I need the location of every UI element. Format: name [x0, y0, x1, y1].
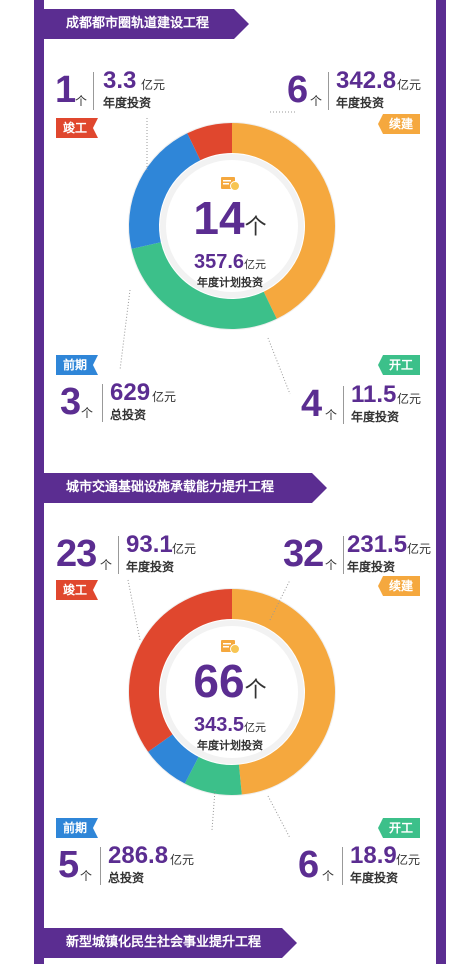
right-border	[436, 0, 446, 964]
stat-amount-unit: 亿元	[396, 853, 421, 867]
divider	[343, 536, 344, 574]
badge-xujian-1: 续建	[378, 114, 420, 134]
stat-amount: 93.1	[126, 531, 173, 558]
divider	[93, 72, 94, 110]
stat-count-unit: 个	[75, 94, 88, 108]
divider	[328, 72, 329, 110]
stat-amount: 342.8	[336, 67, 397, 94]
stat-jungong-1: 1 个 3.3 亿元 年度投资	[55, 68, 175, 112]
stat-amount-unit: 亿元	[170, 853, 195, 867]
stat-xujian-1: 6 个 342.8 亿元 年度投资	[287, 68, 432, 112]
stat-desc: 总投资	[110, 408, 147, 422]
badge-jungong-2: 竣工	[56, 580, 98, 600]
stat-count: 5	[58, 844, 79, 886]
left-border	[34, 0, 44, 964]
stat-amount: 629	[110, 379, 151, 406]
stat-qianqi-1: 3 个 629 亿元 总投资	[60, 380, 190, 424]
stat-amount-unit: 亿元	[397, 78, 422, 92]
stat-jungong-2: 23 个 93.1 亿元 年度投资	[56, 532, 206, 576]
stat-amount-unit: 亿元	[152, 390, 177, 404]
stat-amount: 286.8	[108, 842, 169, 869]
stat-count-unit: 个	[80, 869, 93, 883]
divider	[118, 536, 119, 574]
connector-line	[127, 579, 141, 641]
stat-desc: 年度投资	[351, 410, 400, 424]
stat-count-unit: 个	[100, 558, 113, 572]
donut-center-2: 66个 343.5亿元 年度计划投资	[180, 638, 280, 753]
donut-slice-kaigong	[184, 756, 242, 795]
badge-qianqi-2: 前期	[56, 818, 98, 838]
badge-kaigong-2: 开工	[378, 818, 420, 838]
stat-amount-unit: 亿元	[172, 542, 197, 556]
document-coin-icon	[221, 640, 240, 654]
stat-amount-unit: 亿元	[141, 78, 166, 92]
center-amount: 343.5亿元	[193, 714, 267, 736]
divider	[100, 847, 101, 885]
donut-center-1: 14个 357.6亿元 年度计划投资	[180, 175, 280, 290]
donut-slice-jungong	[187, 123, 233, 161]
stat-amount-unit: 亿元	[407, 542, 432, 556]
center-count: 14个	[193, 192, 267, 244]
connector-line	[269, 579, 291, 621]
section-title-2: 城市交通基础设施承载能力提升工程	[44, 473, 327, 503]
center-label: 年度计划投资	[197, 739, 263, 752]
stat-desc: 年度投资	[336, 96, 385, 110]
stat-amount: 231.5	[347, 531, 408, 558]
badge-kaigong-1: 开工	[378, 355, 420, 375]
stat-count: 6	[287, 69, 308, 111]
stat-amount: 18.9	[350, 842, 397, 869]
stat-count: 32	[283, 533, 324, 575]
stat-desc: 总投资	[108, 871, 145, 885]
stat-count-unit: 个	[325, 408, 338, 422]
section-title-3: 新型城镇化民生社会事业提升工程	[44, 928, 297, 958]
badge-qianqi-1: 前期	[56, 355, 98, 375]
divider	[343, 386, 344, 424]
stat-count: 6	[298, 844, 319, 886]
stat-kaigong-1: 4 个 11.5 亿元 年度投资	[301, 382, 431, 426]
stat-desc: 年度投资	[350, 871, 399, 885]
badge-jungong-1: 竣工	[56, 118, 98, 138]
stat-count: 23	[56, 533, 97, 575]
stat-desc: 年度投资	[126, 560, 175, 574]
stat-amount: 3.3	[103, 67, 137, 94]
stat-amount-unit: 亿元	[397, 392, 422, 406]
section-title-1: 成都都市圈轨道建设工程	[44, 9, 249, 39]
divider	[102, 384, 103, 422]
connector-line	[119, 289, 131, 371]
stat-count-unit: 个	[325, 558, 338, 572]
center-count: 66个	[193, 655, 267, 707]
stat-count: 1	[55, 69, 76, 111]
center-label: 年度计划投资	[197, 276, 263, 289]
stat-count-unit: 个	[81, 406, 94, 420]
stat-count: 3	[60, 381, 81, 423]
stat-kaigong-2: 6 个 18.9 亿元 年度投资	[298, 843, 432, 887]
connector-line	[267, 795, 291, 839]
stat-count-unit: 个	[310, 94, 323, 108]
connector-line	[211, 789, 216, 831]
stat-desc: 年度投资	[103, 96, 152, 110]
stat-amount: 11.5	[351, 381, 397, 408]
badge-xujian-2: 续建	[378, 576, 420, 596]
stat-count: 4	[301, 383, 322, 425]
stat-qianqi-2: 5 个 286.8 亿元 总投资	[58, 843, 208, 887]
connector-line	[267, 337, 291, 395]
stat-xujian-2: 32 个 231.5 亿元 年度投资	[283, 532, 433, 576]
center-amount: 357.6亿元	[193, 251, 267, 273]
document-coin-icon	[221, 177, 240, 191]
stat-count-unit: 个	[322, 869, 335, 883]
divider	[342, 847, 343, 885]
stat-desc: 年度投资	[347, 560, 396, 574]
